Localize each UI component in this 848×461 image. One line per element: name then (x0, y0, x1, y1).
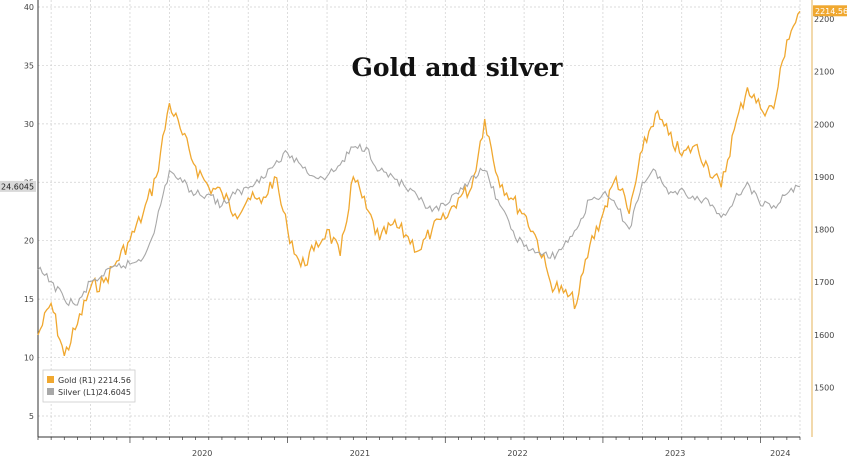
right-axis-ticks: 1500 1600 1700 1800 1900 2000 2100 2200 (814, 15, 834, 393)
legend-label-gold: Gold (R1) (58, 376, 96, 385)
right-tick-label: 1900 (814, 173, 834, 182)
right-tick-label: 1700 (814, 278, 834, 287)
x-tick-label: 2021 (350, 449, 370, 458)
right-tick-label: 2100 (814, 68, 834, 77)
legend-label-silver: Silver (L1) (58, 388, 99, 397)
left-axis-ticks: 510152025303540 (24, 3, 34, 421)
silver-series-line (37, 143, 801, 307)
legend-value-silver: 24.6045 (98, 388, 131, 397)
x-tick-label: 2020 (192, 449, 212, 458)
x-tick-label: 2022 (507, 449, 527, 458)
legend-box (42, 369, 136, 403)
right-tick-label: 1500 (814, 384, 834, 393)
gold-series-line (37, 10, 801, 357)
legend: Gold (R1) 2214.56 Silver (L1) 24.6045 (42, 369, 136, 403)
legend-value-gold: 2214.56 (98, 376, 131, 385)
silver-last-value-text: 24.6045 (1, 182, 34, 191)
left-tick-label: 15 (24, 295, 34, 304)
chart-title: Gold and silver (352, 53, 564, 82)
right-tick-label: 1600 (814, 331, 834, 340)
gold-last-value-tag (813, 5, 847, 17)
x-tick-label: 2023 (665, 449, 685, 458)
legend-swatch-silver (47, 388, 54, 395)
series-layer (37, 10, 801, 357)
right-tick-label: 2200 (814, 15, 834, 24)
left-tick-label: 5 (29, 412, 34, 421)
grid (38, 0, 801, 437)
x-axis-ticks: 2020 2021 2022 2023 2024 (37, 437, 801, 458)
legend-swatch-gold (47, 376, 54, 383)
silver-last-value-tag (0, 180, 36, 192)
left-tick-label: 35 (24, 61, 34, 70)
x-tick-label: 2024 (770, 449, 790, 458)
right-tick-label: 1800 (814, 226, 834, 235)
last-value-tags: 2214.56 24.6045 (0, 5, 848, 192)
left-tick-label: 10 (24, 354, 34, 363)
right-tick-label: 2000 (814, 120, 834, 129)
left-tick-label: 40 (24, 3, 34, 12)
left-tick-label: 20 (24, 237, 34, 246)
gold-last-value-text: 2214.56 (815, 7, 848, 16)
left-tick-label: 30 (24, 120, 34, 129)
